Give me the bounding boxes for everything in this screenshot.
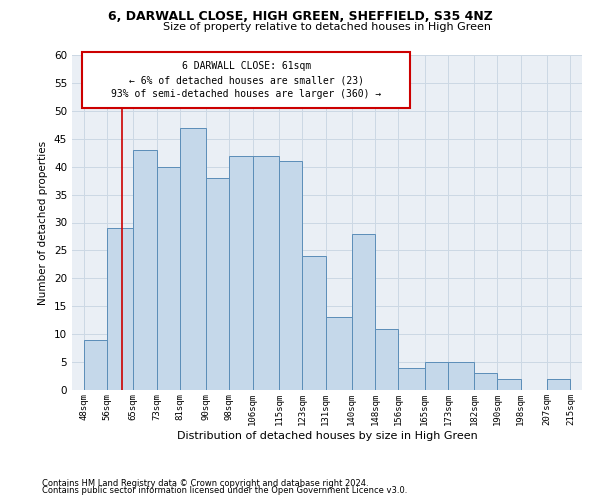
Title: Size of property relative to detached houses in High Green: Size of property relative to detached ho… — [163, 22, 491, 32]
Bar — [547, 379, 571, 390]
Y-axis label: Number of detached properties: Number of detached properties — [38, 140, 49, 304]
Bar — [547, 379, 571, 390]
Bar — [253, 156, 279, 390]
FancyBboxPatch shape — [82, 52, 410, 108]
Bar — [425, 362, 448, 390]
Text: Contains public sector information licensed under the Open Government Licence v3: Contains public sector information licen… — [42, 486, 407, 495]
Bar — [352, 234, 375, 390]
Bar — [375, 328, 398, 390]
X-axis label: Distribution of detached houses by size in High Green: Distribution of detached houses by size … — [176, 430, 478, 440]
Bar — [474, 373, 497, 390]
Text: 6, DARWALL CLOSE, HIGH GREEN, SHEFFIELD, S35 4NZ: 6, DARWALL CLOSE, HIGH GREEN, SHEFFIELD,… — [107, 10, 493, 23]
Bar — [83, 340, 107, 390]
Bar — [398, 368, 425, 390]
Bar — [206, 178, 229, 390]
Bar — [302, 256, 326, 390]
Bar — [180, 128, 206, 390]
Bar — [326, 318, 352, 390]
Bar — [279, 161, 302, 390]
Text: Contains HM Land Registry data © Crown copyright and database right 2024.: Contains HM Land Registry data © Crown c… — [42, 478, 368, 488]
Bar — [133, 150, 157, 390]
Bar — [497, 379, 521, 390]
Bar — [448, 362, 474, 390]
Text: 6 DARWALL CLOSE: 61sqm
← 6% of detached houses are smaller (23)
93% of semi-deta: 6 DARWALL CLOSE: 61sqm ← 6% of detached … — [111, 61, 381, 99]
Bar — [229, 156, 253, 390]
Bar — [157, 166, 180, 390]
Bar — [107, 228, 133, 390]
